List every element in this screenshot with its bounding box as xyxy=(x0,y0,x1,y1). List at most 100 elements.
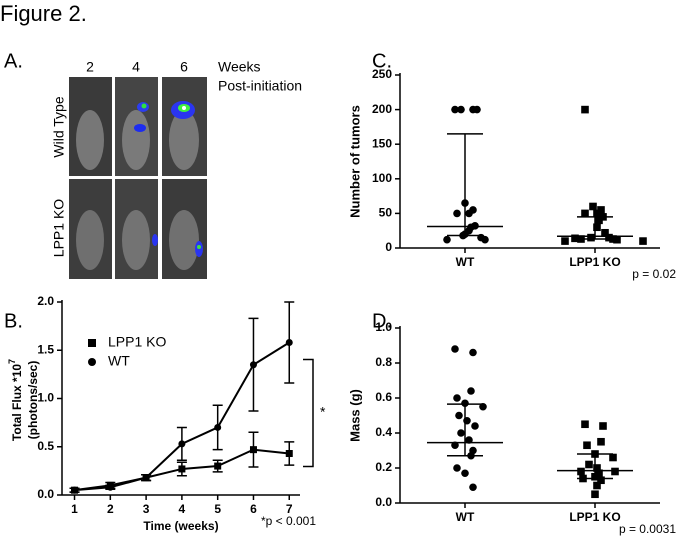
marker xyxy=(88,358,96,366)
row-label: Wild Type xyxy=(51,96,67,157)
marker xyxy=(597,206,605,214)
range-bar xyxy=(577,216,613,240)
marker xyxy=(581,420,589,429)
column-label: 4 xyxy=(132,59,140,75)
x-tick-label: 1 xyxy=(71,502,78,516)
marker xyxy=(583,441,591,450)
marker xyxy=(465,209,473,218)
marker xyxy=(601,228,609,237)
marker xyxy=(599,422,607,430)
marker xyxy=(106,483,114,491)
marker xyxy=(589,202,597,211)
marker xyxy=(593,464,601,472)
marker xyxy=(285,339,293,347)
marker xyxy=(71,486,79,494)
range-bar xyxy=(447,133,483,237)
panel-label: B. xyxy=(4,310,23,332)
marker xyxy=(457,429,465,437)
y-tick-label: 0.8 xyxy=(375,355,392,369)
marker xyxy=(473,105,481,114)
x-tick-label: 4 xyxy=(179,502,186,516)
marker xyxy=(481,235,489,244)
x-tick-label: LPP1 KO xyxy=(569,510,620,524)
marker xyxy=(605,233,613,242)
marker xyxy=(249,361,257,369)
y-tick-label: 250 xyxy=(372,67,392,81)
footnote: p = 0.0031 xyxy=(619,522,676,536)
marker xyxy=(249,446,257,454)
x-tick-label: 6 xyxy=(250,502,257,516)
marker xyxy=(453,209,461,218)
range-bar xyxy=(447,403,483,457)
panel-label: A. xyxy=(4,50,23,72)
y-axis-title: Mass (g) xyxy=(347,389,362,442)
y-tick-label: 0.0 xyxy=(375,495,392,509)
y-tick-label: 2.0 xyxy=(37,294,54,308)
marker xyxy=(639,237,647,245)
marker xyxy=(178,465,186,473)
header: Weeks xyxy=(218,59,261,75)
column-label: 2 xyxy=(86,59,94,75)
x-tick-label: 2 xyxy=(107,502,114,516)
marker xyxy=(593,209,601,218)
marker xyxy=(214,423,222,431)
y-axis-title-text: Total Flux *10 xyxy=(10,364,24,441)
y-tick-label: 0.5 xyxy=(37,439,54,453)
footnote: p = 0.02 xyxy=(632,267,676,281)
marker xyxy=(457,105,465,114)
y-tick-label: 0.4 xyxy=(375,425,392,439)
y-tick-label: 0.2 xyxy=(375,460,392,474)
marker xyxy=(178,440,186,448)
marker xyxy=(597,437,605,446)
y-tick-label: 100 xyxy=(372,171,392,185)
column-label: 6 xyxy=(180,59,188,75)
significance-bracket xyxy=(303,358,314,468)
marker xyxy=(471,422,479,430)
y-tick-label: 1.0 xyxy=(37,391,54,405)
y-tick-label: 0.6 xyxy=(375,390,392,404)
y-axis-title-superscript: 7 xyxy=(7,359,17,364)
marker xyxy=(453,394,461,402)
marker xyxy=(587,233,595,242)
figure-title: Figure 2. xyxy=(0,1,87,26)
marker xyxy=(443,235,451,244)
marker xyxy=(581,209,589,218)
y-tick-label: 150 xyxy=(372,136,392,150)
marker xyxy=(142,474,150,482)
marker xyxy=(88,339,96,347)
x-axis-title: Time (weeks) xyxy=(143,519,218,533)
y-tick-label: 0.0 xyxy=(37,487,54,501)
x-tick-label: 7 xyxy=(286,502,293,516)
marker xyxy=(561,237,569,245)
x-tick-label: 3 xyxy=(143,502,150,516)
marker xyxy=(571,234,579,243)
mouse-images xyxy=(69,77,207,279)
y-tick-label: 200 xyxy=(372,102,392,116)
marker xyxy=(455,411,463,420)
x-tick-label: WT xyxy=(456,510,475,524)
legend-label: LPP1 KO xyxy=(108,334,166,350)
y-tick-label: 50 xyxy=(379,206,393,220)
marker xyxy=(611,467,619,476)
marker xyxy=(591,490,599,499)
significance-marker: * xyxy=(320,404,326,420)
panel-label: C. xyxy=(372,50,392,72)
marker xyxy=(597,476,605,485)
marker xyxy=(461,399,469,408)
marker xyxy=(461,469,469,478)
panel-label: D. xyxy=(372,310,392,332)
marker xyxy=(469,348,477,357)
range-bar xyxy=(577,453,613,480)
footnote: *p < 0.001 xyxy=(261,514,316,528)
marker xyxy=(585,460,593,469)
marker xyxy=(593,223,601,232)
marker xyxy=(577,467,585,476)
marker xyxy=(214,462,222,470)
header: Post-initiation xyxy=(218,78,302,94)
x-tick-label: LPP1 KO xyxy=(569,255,620,269)
marker xyxy=(609,453,617,462)
y-tick-label: 1.5 xyxy=(37,342,54,356)
row-label: LPP1 KO xyxy=(51,199,67,257)
y-tick-label: 0 xyxy=(385,240,392,254)
